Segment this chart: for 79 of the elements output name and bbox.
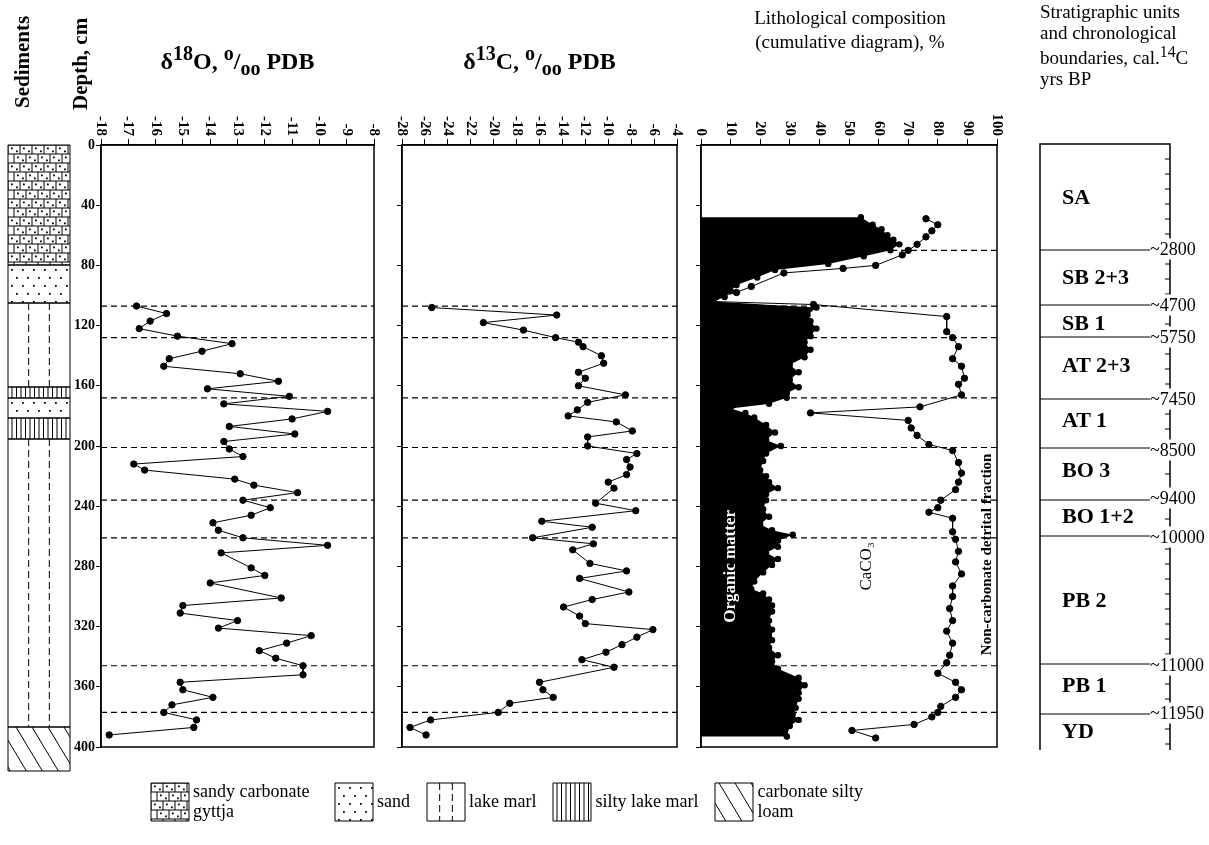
text: ~5750 bbox=[1150, 326, 1196, 348]
x-tick-label: -18 bbox=[509, 116, 526, 136]
x-tick-label: -24 bbox=[440, 116, 457, 137]
x-tick-label: 0 bbox=[694, 128, 711, 136]
text: ~10000 bbox=[1150, 526, 1205, 548]
text: AT 2+3 bbox=[1062, 352, 1131, 378]
y-tick-label: 0 bbox=[88, 136, 95, 152]
x-tick-label: -10 bbox=[312, 116, 329, 136]
text: sand bbox=[377, 791, 410, 812]
x-tick-label: -16 bbox=[148, 116, 165, 137]
text: silty lake marl bbox=[595, 791, 699, 812]
x-tick-label: 100 bbox=[990, 113, 1007, 136]
y-tick-label: 320 bbox=[74, 618, 95, 634]
text: YD bbox=[1062, 718, 1094, 744]
y-tick-label: 40 bbox=[81, 196, 95, 212]
y-tick-label: 200 bbox=[74, 437, 95, 453]
text: ~4700 bbox=[1150, 294, 1196, 316]
chart-title: δ$^{18}$O, $^{o}$/$_{oo}$ PDB bbox=[159, 42, 316, 80]
x-tick-label: -16 bbox=[532, 116, 549, 137]
x-tick-label: -8 bbox=[367, 123, 384, 136]
x-tick-label: 40 bbox=[812, 121, 829, 136]
y-tick-label: 120 bbox=[74, 317, 95, 333]
chart-title: δ$^{13}$C, $^{o}$/$_{oo}$ PDB bbox=[462, 42, 617, 80]
text: ~7450 bbox=[1150, 388, 1196, 410]
text: ~9400 bbox=[1150, 487, 1196, 509]
text: ~2800 bbox=[1150, 238, 1196, 260]
text: SB 2+3 bbox=[1062, 264, 1129, 290]
x-tick-label: -12 bbox=[257, 116, 274, 136]
x-tick-label: -9 bbox=[339, 123, 356, 136]
x-tick-label: -11 bbox=[285, 116, 302, 136]
x-tick-label: 10 bbox=[723, 121, 740, 136]
x-tick-label: 20 bbox=[753, 121, 770, 136]
text: BO 1+2 bbox=[1062, 503, 1134, 529]
text: PB 1 bbox=[1062, 672, 1107, 698]
text: SA bbox=[1062, 184, 1091, 210]
chart-title: Stratigraphic units and chronological boundaries, cal.$^{14}$C yrs BP bbox=[1040, 1, 1189, 89]
chart-title: Lithological composition (cumulative diagram), % bbox=[753, 6, 947, 54]
text: Sediments bbox=[10, 14, 35, 108]
x-tick-label: 90 bbox=[960, 121, 977, 136]
annotation: Organic matter bbox=[719, 509, 739, 623]
y-tick-label: 240 bbox=[74, 497, 95, 513]
x-tick-label: -28 bbox=[395, 116, 412, 136]
text: PB 2 bbox=[1062, 587, 1107, 613]
x-tick-label: -20 bbox=[486, 116, 503, 136]
x-tick-label: 70 bbox=[901, 121, 918, 136]
x-tick-label: -4 bbox=[670, 123, 687, 137]
x-tick-label: -14 bbox=[203, 116, 220, 137]
text: ~11000 bbox=[1150, 654, 1205, 676]
x-tick-label: -18 bbox=[94, 116, 111, 136]
y-tick-label: 160 bbox=[74, 377, 95, 393]
y-tick-label: 360 bbox=[74, 678, 95, 694]
y-axis-title: Depth, cm bbox=[68, 16, 93, 110]
x-tick-label: -8 bbox=[624, 123, 641, 136]
x-tick-label: -10 bbox=[601, 116, 618, 136]
x-tick-label: 30 bbox=[782, 121, 799, 136]
x-tick-label: -15 bbox=[176, 116, 193, 136]
text: SB 1 bbox=[1062, 310, 1106, 336]
text: ~8500 bbox=[1150, 439, 1196, 461]
y-tick-label: 400 bbox=[74, 738, 95, 754]
annotation: CaCO₃ bbox=[856, 542, 876, 591]
x-tick-label: -12 bbox=[578, 116, 595, 136]
x-tick-label: -26 bbox=[418, 116, 435, 137]
text: ~11950 bbox=[1150, 702, 1205, 724]
text: sandy carbonate gyttja bbox=[193, 781, 311, 822]
y-tick-label: 80 bbox=[81, 257, 95, 273]
x-tick-label: 50 bbox=[842, 121, 859, 136]
text: lake marl bbox=[469, 791, 537, 812]
x-tick-label: 80 bbox=[930, 121, 947, 136]
x-tick-label: -13 bbox=[230, 116, 247, 136]
text: carbonate silty loam bbox=[757, 781, 864, 822]
x-tick-label: -22 bbox=[463, 116, 480, 136]
x-tick-label: -14 bbox=[555, 116, 572, 137]
text: BO 3 bbox=[1062, 457, 1111, 483]
text: AT 1 bbox=[1062, 407, 1108, 433]
annotation: Non-carbonate detrital fraction bbox=[977, 452, 994, 656]
x-tick-label: -17 bbox=[121, 116, 138, 137]
x-tick-label: 60 bbox=[871, 121, 888, 136]
x-tick-label: -6 bbox=[647, 123, 664, 137]
y-tick-label: 280 bbox=[74, 558, 95, 574]
